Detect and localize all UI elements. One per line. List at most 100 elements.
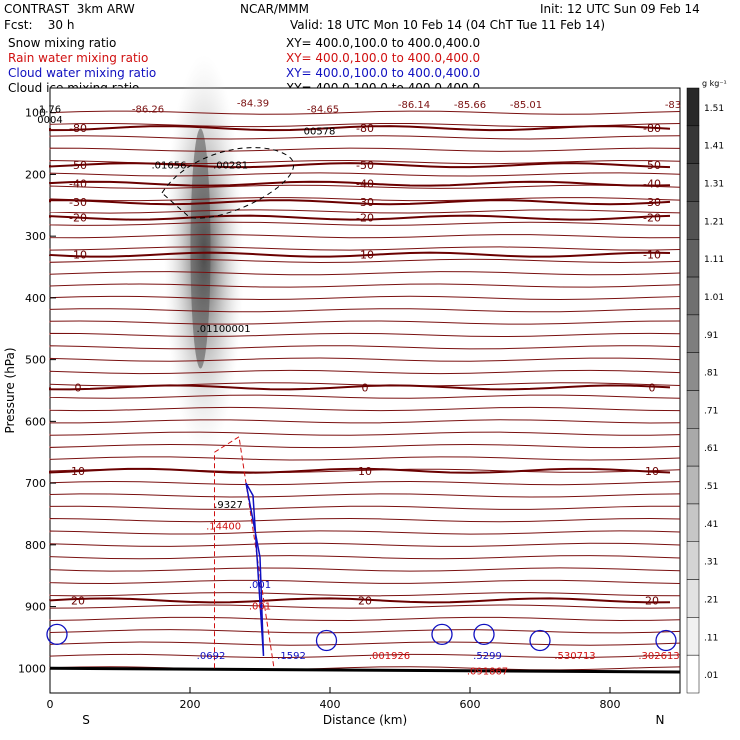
- value-label: .01656: [152, 160, 187, 171]
- cloud-water-cell: [473, 623, 495, 646]
- value-label: 00578: [304, 126, 336, 137]
- colorbar-tick-label: 1.51: [704, 104, 724, 114]
- isotherm-label: -40: [69, 178, 87, 191]
- theta-line: [49, 332, 681, 338]
- theta-line: [49, 493, 681, 498]
- theta-line: [49, 431, 681, 436]
- isotherm-label: 0: [362, 381, 369, 394]
- y-tick-label: 500: [25, 354, 46, 367]
- isotherm-4: [49, 214, 671, 221]
- theta-line: [49, 308, 681, 313]
- cloud-water-cell: [431, 623, 453, 646]
- y-tick-label: 300: [25, 230, 46, 243]
- theta-line: [49, 221, 681, 226]
- isotherm-label: -40: [643, 178, 661, 191]
- colorbar-segment: [686, 503, 700, 542]
- theta-line: [49, 295, 681, 300]
- init-time: Init: 12 UTC Sun 09 Feb 14: [540, 2, 700, 16]
- value-label: -83: [665, 100, 681, 111]
- x-tick-label: 200: [180, 698, 201, 711]
- isotherm-1: [49, 162, 671, 169]
- model-title: CONTRAST 3km ARW: [4, 2, 135, 16]
- colorbar-segment: [686, 541, 700, 580]
- theta-line: [49, 592, 681, 597]
- isotherm-5: [49, 251, 671, 258]
- theta-line: [49, 406, 681, 412]
- theta-line: [49, 271, 681, 276]
- colorbar-tick-label: .11: [704, 633, 718, 643]
- theta-line: [49, 110, 681, 115]
- value-label: 1.76: [39, 105, 61, 116]
- field-label-snow: Snow mixing ratio: [8, 36, 117, 50]
- theta-line: [49, 616, 681, 621]
- colorbar-tick-label: .71: [704, 406, 718, 416]
- isotherm-label: -30: [69, 196, 87, 209]
- theta-line: [49, 666, 681, 671]
- theta-line: [49, 555, 681, 560]
- isotherm-label: -10: [643, 249, 661, 262]
- isotherm-label: -80: [356, 122, 374, 135]
- colorbar-tick-label: 1.21: [704, 217, 724, 227]
- colorbar-tick-label: 1.11: [704, 255, 724, 265]
- x-axis-title: Distance (km): [323, 713, 407, 727]
- colorbar-segment: [686, 617, 700, 656]
- isotherm-label: -20: [356, 212, 374, 225]
- isotherm-label: 0: [649, 381, 656, 394]
- isotherm-label: 20: [358, 594, 372, 607]
- y-axis-title: Pressure (hPa): [3, 347, 17, 433]
- theta-line: [49, 135, 681, 140]
- isotherm-label: 0: [75, 381, 82, 394]
- colorbar-tick-label: 1.31: [704, 180, 724, 190]
- value-label: -86.26: [132, 105, 164, 116]
- y-tick-label: 600: [25, 415, 46, 428]
- cloud-water-cell: [46, 623, 68, 646]
- isotherm-label: 20: [645, 594, 659, 607]
- theta-line: [49, 443, 681, 449]
- theta-line: [49, 369, 681, 375]
- north-label: N: [656, 713, 665, 727]
- isotherm-label: -20: [69, 212, 87, 225]
- value-label: .001: [249, 602, 271, 613]
- isotherm-label: 10: [358, 465, 372, 478]
- value-label: .9327: [214, 500, 243, 511]
- theta-line: [49, 209, 681, 214]
- isotherm-label: -20: [643, 212, 661, 225]
- isotherm-label: 10: [71, 465, 85, 478]
- field-xy-rain: XY= 400.0,100.0 to 400.0,400.0: [286, 51, 481, 65]
- cloud-water-cell: [315, 629, 338, 652]
- isotherm-3: [49, 199, 671, 206]
- cloud-water-contour: [245, 482, 265, 657]
- isotherm-label: -30: [356, 196, 374, 209]
- ground-line: [49, 666, 681, 674]
- value-label: -85.01: [510, 100, 542, 111]
- isotherm-2: [49, 180, 671, 187]
- isotherm-0: [49, 125, 671, 132]
- plot-frame: [49, 87, 681, 694]
- value-label: -84.65: [307, 105, 339, 116]
- colorbar-segment: [686, 428, 700, 467]
- theta-line: [49, 653, 681, 659]
- theta-line: [49, 481, 681, 486]
- x-tick-label: 600: [460, 698, 481, 711]
- value-label: 0004: [37, 115, 62, 126]
- value-label: .01100001: [197, 324, 251, 335]
- cloud-water-cell: [655, 629, 677, 652]
- value-label: -85.66: [454, 100, 486, 111]
- colorbar-tick-label: .31: [704, 558, 718, 568]
- colorbar-segment: [686, 239, 700, 278]
- isotherm-6: [49, 384, 671, 391]
- colorbar-units: g kg⁻¹: [702, 79, 727, 88]
- isotherm-label: -40: [356, 178, 374, 191]
- colorbar-tick-label: 1.01: [704, 293, 724, 303]
- value-label: .5299: [473, 651, 502, 662]
- y-tick-label: 200: [25, 168, 46, 181]
- theta-line: [49, 234, 681, 239]
- colorbar-segment: [686, 276, 700, 316]
- colorbar-segment: [686, 465, 700, 505]
- theta-line: [49, 172, 681, 177]
- isotherm-7: [49, 467, 671, 474]
- south-label: S: [82, 713, 90, 727]
- x-tick-label: 0: [47, 698, 54, 711]
- colorbar-tick-label: .61: [704, 444, 718, 454]
- theta-line: [49, 641, 681, 646]
